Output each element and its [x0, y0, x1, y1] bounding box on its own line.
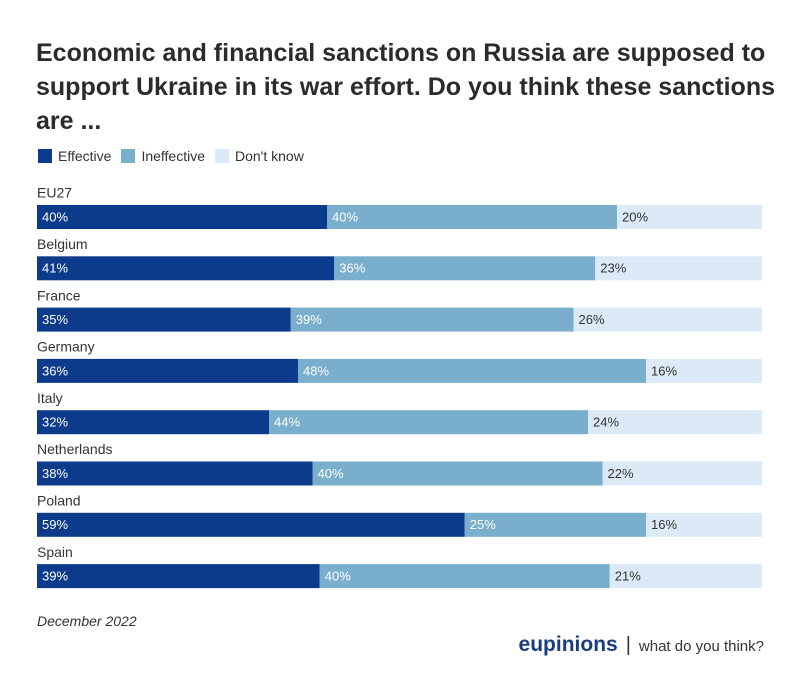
data-label-netherlands-ineffective: 40%	[318, 466, 344, 481]
data-label-netherlands-don-t-know: 22%	[608, 466, 634, 481]
category-label-eu27: EU27	[37, 185, 72, 201]
brand-tagline: what do you think?	[638, 638, 764, 655]
bar-netherlands-effective	[37, 461, 313, 486]
bar-eu27-don-t-know	[617, 205, 762, 229]
legend-swatch-ineffective	[121, 149, 136, 163]
survey-date: December 2022	[37, 613, 137, 629]
bar-spain-don-t-know	[609, 564, 762, 589]
bar-italy-don-t-know	[588, 410, 762, 435]
data-label-poland-ineffective: 25%	[470, 517, 496, 532]
bar-poland-don-t-know	[646, 512, 762, 537]
bar-poland-ineffective	[464, 512, 646, 537]
data-label-germany-effective: 36%	[42, 363, 68, 378]
bar-eu27-ineffective	[327, 205, 617, 229]
legend-item-dont-know: Don't know	[215, 148, 304, 164]
data-label-spain-effective: 39%	[42, 569, 68, 584]
data-label-spain-ineffective: 40%	[325, 569, 351, 584]
brand: eupinions | what do you think?	[519, 633, 764, 657]
bar-germany-don-t-know	[646, 358, 762, 383]
legend-item-effective: Effective	[38, 148, 111, 164]
legend-swatch-dont-know	[215, 149, 229, 163]
legend-swatch-effective	[38, 149, 52, 163]
bar-spain-effective	[37, 564, 320, 589]
bar-france-effective	[37, 307, 291, 332]
bar-italy-effective	[37, 410, 269, 435]
bar-netherlands-don-t-know	[602, 461, 762, 486]
bar-poland-effective	[37, 512, 465, 537]
legend-label-dont-know: Don't know	[235, 148, 304, 164]
bar-france-ineffective	[290, 307, 574, 332]
bar-germany-effective	[37, 358, 298, 383]
data-label-poland-effective: 59%	[42, 517, 68, 532]
data-label-belgium-ineffective: 36%	[339, 261, 365, 276]
legend: Effective Ineffective Don't know	[38, 148, 314, 164]
legend-label-effective: Effective	[58, 148, 112, 164]
data-label-netherlands-effective: 38%	[42, 466, 68, 481]
stacked-bar-chart: EU27 40% 40% 20% Belgium 41% 36% 23% France 35% 39…	[37, 185, 762, 589]
category-label-spain: Spain	[37, 544, 73, 560]
brand-separator: |	[625, 634, 631, 656]
category-label-france: France	[37, 287, 81, 303]
data-label-spain-don-t-know: 21%	[615, 569, 641, 584]
category-label-italy: Italy	[37, 390, 63, 406]
bar-eu27-effective	[37, 205, 327, 229]
bar-italy-ineffective	[269, 410, 588, 435]
data-label-eu27-effective: 40%	[42, 209, 68, 224]
data-label-italy-ineffective: 44%	[274, 415, 300, 430]
category-label-netherlands: Netherlands	[37, 441, 113, 457]
bar-france-don-t-know	[573, 307, 762, 332]
data-label-eu27-don-t-know: 20%	[622, 209, 648, 224]
data-label-germany-ineffective: 48%	[303, 363, 329, 378]
data-label-france-don-t-know: 26%	[579, 312, 605, 327]
legend-item-ineffective: Ineffective	[121, 148, 205, 164]
bar-belgium-ineffective	[334, 256, 596, 281]
data-label-germany-don-t-know: 16%	[651, 363, 677, 378]
category-label-poland: Poland	[37, 493, 81, 509]
legend-label-ineffective: Ineffective	[141, 148, 205, 164]
category-label-belgium: Belgium	[37, 236, 88, 252]
data-label-belgium-effective: 41%	[42, 261, 68, 276]
data-label-france-effective: 35%	[42, 312, 68, 327]
bar-germany-ineffective	[298, 358, 646, 383]
bar-belgium-effective	[37, 256, 335, 281]
bar-belgium-don-t-know	[595, 256, 762, 281]
data-label-eu27-ineffective: 40%	[332, 209, 358, 224]
category-label-germany: Germany	[37, 339, 95, 355]
data-label-italy-effective: 32%	[42, 415, 68, 430]
data-label-poland-don-t-know: 16%	[651, 517, 677, 532]
data-label-italy-don-t-know: 24%	[593, 415, 619, 430]
data-label-france-ineffective: 39%	[296, 312, 322, 327]
bar-netherlands-ineffective	[312, 461, 603, 486]
data-label-belgium-don-t-know: 23%	[600, 261, 626, 276]
chart-title: Economic and financial sanctions on Russ…	[36, 39, 776, 135]
brand-logo: eupinions	[518, 633, 618, 656]
bar-spain-ineffective	[319, 564, 610, 589]
